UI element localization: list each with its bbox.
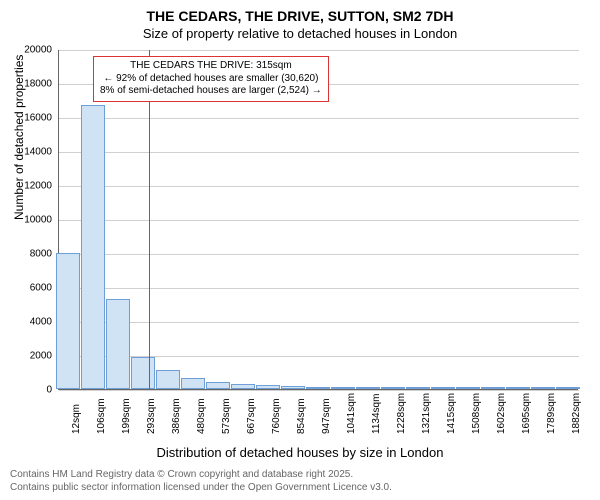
annotation-line: ← 92% of detached houses are smaller (30… (100, 73, 322, 86)
x-tick-label: 1321sqm (421, 393, 432, 434)
histogram-bar (306, 387, 330, 389)
x-tick-label: 1789sqm (546, 393, 557, 434)
histogram-bar (281, 386, 305, 389)
x-tick-label: 199sqm (121, 398, 132, 434)
annotation-line: 8% of semi-detached houses are larger (2… (100, 85, 322, 98)
x-tick-label: 12sqm (71, 404, 82, 434)
x-tick-label: 386sqm (171, 398, 182, 434)
histogram-bar (481, 387, 505, 389)
credits: Contains HM Land Registry data © Crown c… (10, 468, 392, 494)
histogram-bar (256, 385, 280, 389)
x-tick-label: 760sqm (271, 398, 282, 434)
gridline (59, 254, 579, 255)
x-tick-label: 1041sqm (346, 393, 357, 434)
x-tick-label: 1602sqm (496, 393, 507, 434)
histogram-bar (231, 384, 255, 389)
x-tick-label: 293sqm (146, 398, 157, 434)
x-tick-label: 667sqm (246, 398, 257, 434)
y-tick-label: 12000 (12, 181, 52, 192)
y-tick-label: 14000 (12, 147, 52, 158)
chart-area: 0200040006000800010000120001400016000180… (58, 50, 578, 390)
chart-title: THE CEDARS, THE DRIVE, SUTTON, SM2 7DH (0, 8, 600, 24)
histogram-bar (81, 105, 105, 389)
histogram-bar (356, 387, 380, 389)
y-tick-label: 16000 (12, 113, 52, 124)
x-tick-label: 1508sqm (471, 393, 482, 434)
histogram-bar (156, 370, 180, 389)
y-tick-label: 10000 (12, 215, 52, 226)
gridline (59, 186, 579, 187)
histogram-bar (331, 387, 355, 389)
histogram-bar (556, 387, 580, 389)
credits-line: Contains public sector information licen… (10, 481, 392, 494)
x-tick-label: 854sqm (296, 398, 307, 434)
histogram-bar (131, 357, 155, 389)
histogram-bar (106, 299, 130, 389)
x-tick-label: 1695sqm (521, 393, 532, 434)
gridline (59, 152, 579, 153)
gridline (59, 118, 579, 119)
x-tick-label: 1882sqm (571, 393, 582, 434)
x-tick-label: 1228sqm (396, 393, 407, 434)
gridline (59, 322, 579, 323)
histogram-bar (431, 387, 455, 389)
x-tick-label: 573sqm (221, 398, 232, 434)
gridline (59, 220, 579, 221)
gridline (59, 50, 579, 51)
credits-line: Contains HM Land Registry data © Crown c… (10, 468, 392, 481)
y-tick-label: 6000 (12, 283, 52, 294)
x-axis-label: Distribution of detached houses by size … (0, 445, 600, 460)
y-tick-label: 2000 (12, 351, 52, 362)
histogram-bar (506, 387, 530, 389)
histogram-bar (181, 378, 205, 389)
histogram-bar (56, 253, 80, 389)
y-tick-label: 20000 (12, 45, 52, 56)
y-tick-label: 0 (12, 385, 52, 396)
x-tick-label: 947sqm (321, 398, 332, 434)
y-tick-label: 18000 (12, 79, 52, 90)
gridline (59, 288, 579, 289)
histogram-bar (531, 387, 555, 389)
x-tick-label: 1134sqm (371, 394, 382, 434)
histogram-bar (206, 382, 230, 389)
y-tick-label: 4000 (12, 317, 52, 328)
plot-area: 0200040006000800010000120001400016000180… (58, 50, 578, 390)
chart-subtitle: Size of property relative to detached ho… (0, 26, 600, 41)
histogram-bar (456, 387, 480, 389)
annotation-box: THE CEDARS THE DRIVE: 315sqm← 92% of det… (93, 56, 329, 102)
x-tick-label: 1415sqm (446, 393, 457, 434)
histogram-bar (406, 387, 430, 389)
gridline (59, 390, 579, 391)
histogram-bar (381, 387, 405, 389)
x-tick-label: 106sqm (96, 398, 107, 434)
annotation-line: THE CEDARS THE DRIVE: 315sqm (100, 60, 322, 73)
y-tick-label: 8000 (12, 249, 52, 260)
x-tick-label: 480sqm (196, 398, 207, 434)
